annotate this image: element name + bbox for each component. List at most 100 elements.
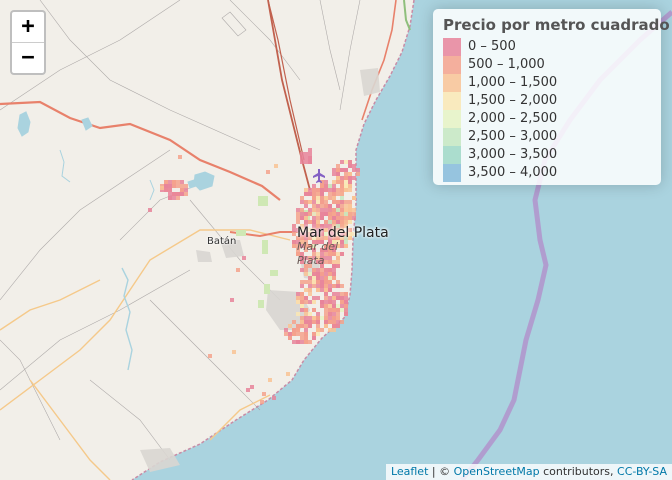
price-hexbin[interactable]	[308, 320, 312, 324]
price-hexbin[interactable]	[300, 320, 304, 324]
price-hexbin[interactable]	[300, 292, 304, 296]
price-hexbin[interactable]	[344, 172, 348, 176]
price-hexbin[interactable]	[340, 192, 344, 196]
price-hexbin[interactable]	[312, 308, 316, 312]
price-hexbin[interactable]	[312, 236, 316, 240]
license-link[interactable]: CC-BY-SA	[617, 465, 667, 478]
price-hexbin[interactable]	[308, 192, 312, 196]
price-hexbin[interactable]	[168, 188, 172, 192]
price-hexbin[interactable]	[332, 296, 336, 300]
price-hexbin[interactable]	[328, 288, 332, 292]
price-hexbin[interactable]	[272, 396, 276, 400]
price-hexbin[interactable]	[320, 224, 324, 228]
price-hexbin[interactable]	[316, 204, 320, 208]
price-hexbin[interactable]	[336, 216, 340, 220]
price-hexbin[interactable]	[296, 208, 300, 212]
price-hexbin[interactable]	[312, 272, 316, 276]
price-hexbin[interactable]	[296, 312, 300, 316]
price-hexbin[interactable]	[304, 332, 308, 336]
price-hexbin[interactable]	[260, 400, 264, 404]
price-hexbin[interactable]	[332, 312, 336, 316]
price-hexbin[interactable]	[328, 216, 332, 220]
price-hexbin[interactable]	[352, 208, 356, 212]
price-hexbin[interactable]	[332, 192, 336, 196]
price-hexbin[interactable]	[324, 276, 328, 280]
price-hexbin[interactable]	[328, 220, 332, 224]
price-hexbin[interactable]	[340, 252, 344, 256]
price-hexbin[interactable]	[340, 220, 344, 224]
price-hexbin[interactable]	[304, 232, 308, 236]
price-hexbin[interactable]	[328, 196, 332, 200]
price-hexbin[interactable]	[320, 240, 324, 244]
price-hexbin[interactable]	[308, 316, 312, 320]
price-hexbin[interactable]	[348, 208, 352, 212]
price-hexbin[interactable]	[336, 292, 340, 296]
price-hexbin[interactable]	[304, 192, 308, 196]
price-hexbin[interactable]	[320, 272, 324, 276]
price-hexbin[interactable]	[324, 284, 328, 288]
price-hexbin[interactable]	[300, 268, 304, 272]
price-hexbin[interactable]	[348, 236, 352, 240]
price-hexbin[interactable]	[316, 324, 320, 328]
price-hexbin[interactable]	[308, 152, 312, 156]
price-hexbin[interactable]	[184, 184, 188, 188]
price-hexbin[interactable]	[304, 160, 308, 164]
price-hexbin[interactable]	[300, 196, 304, 200]
price-hexbin[interactable]	[296, 300, 300, 304]
price-hexbin[interactable]	[236, 268, 240, 272]
price-hexbin[interactable]	[336, 308, 340, 312]
price-hexbin[interactable]	[324, 244, 328, 248]
price-hexbin[interactable]	[332, 328, 336, 332]
price-hexbin[interactable]	[328, 228, 332, 232]
price-hexbin[interactable]	[348, 232, 352, 236]
price-hexbin[interactable]	[348, 184, 352, 188]
price-hexbin[interactable]	[304, 288, 308, 292]
price-hexbin[interactable]	[344, 220, 348, 224]
price-hexbin[interactable]	[324, 260, 328, 264]
price-hexbin[interactable]	[336, 316, 340, 320]
price-hexbin[interactable]	[336, 304, 340, 308]
price-hexbin[interactable]	[312, 252, 316, 256]
price-hexbin[interactable]	[320, 208, 324, 212]
price-hexbin[interactable]	[336, 312, 340, 316]
price-hexbin[interactable]	[332, 240, 336, 244]
price-hexbin[interactable]	[320, 212, 324, 216]
price-hexbin[interactable]	[300, 224, 304, 228]
price-hexbin[interactable]	[332, 244, 336, 248]
price-hexbin[interactable]	[304, 200, 308, 204]
price-hexbin[interactable]	[312, 296, 316, 300]
price-hexbin[interactable]	[328, 272, 332, 276]
price-hexbin[interactable]	[296, 324, 300, 328]
price-hexbin[interactable]	[320, 304, 324, 308]
price-hexbin[interactable]	[266, 170, 270, 174]
price-hexbin[interactable]	[316, 296, 320, 300]
price-hexbin[interactable]	[312, 336, 316, 340]
price-hexbin[interactable]	[344, 308, 348, 312]
price-hexbin[interactable]	[328, 260, 332, 264]
price-hexbin[interactable]	[336, 240, 340, 244]
price-hexbin[interactable]	[304, 220, 308, 224]
price-hexbin[interactable]	[332, 236, 336, 240]
price-hexbin[interactable]	[324, 252, 328, 256]
price-hexbin[interactable]	[304, 316, 308, 320]
price-hexbin[interactable]	[344, 244, 348, 248]
price-hexbin[interactable]	[316, 220, 320, 224]
price-hexbin[interactable]	[176, 192, 180, 196]
osm-link[interactable]: OpenStreetMap	[453, 465, 540, 478]
price-hexbin[interactable]	[312, 300, 316, 304]
price-hexbin[interactable]	[304, 340, 308, 344]
price-hexbin[interactable]	[340, 212, 344, 216]
price-hexbin[interactable]	[308, 156, 312, 160]
price-hexbin[interactable]	[328, 236, 332, 240]
price-hexbin[interactable]	[172, 184, 176, 188]
price-hexbin[interactable]	[344, 232, 348, 236]
price-hexbin[interactable]	[340, 296, 344, 300]
price-hexbin[interactable]	[308, 160, 312, 164]
price-hexbin[interactable]	[328, 244, 332, 248]
price-hexbin[interactable]	[232, 350, 236, 354]
price-hexbin[interactable]	[172, 192, 176, 196]
price-hexbin[interactable]	[300, 156, 304, 160]
price-hexbin[interactable]	[304, 336, 308, 340]
price-hexbin[interactable]	[324, 280, 328, 284]
price-hexbin[interactable]	[292, 320, 296, 324]
